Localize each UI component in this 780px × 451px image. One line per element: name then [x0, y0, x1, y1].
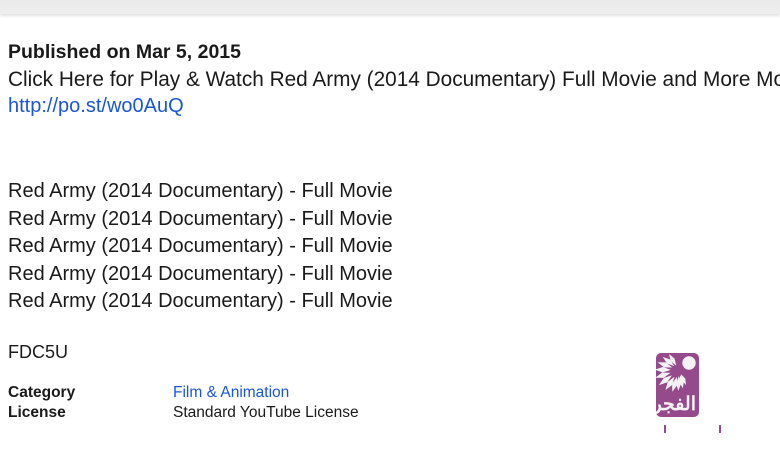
svg-text:الفجر: الفجر	[656, 394, 696, 415]
